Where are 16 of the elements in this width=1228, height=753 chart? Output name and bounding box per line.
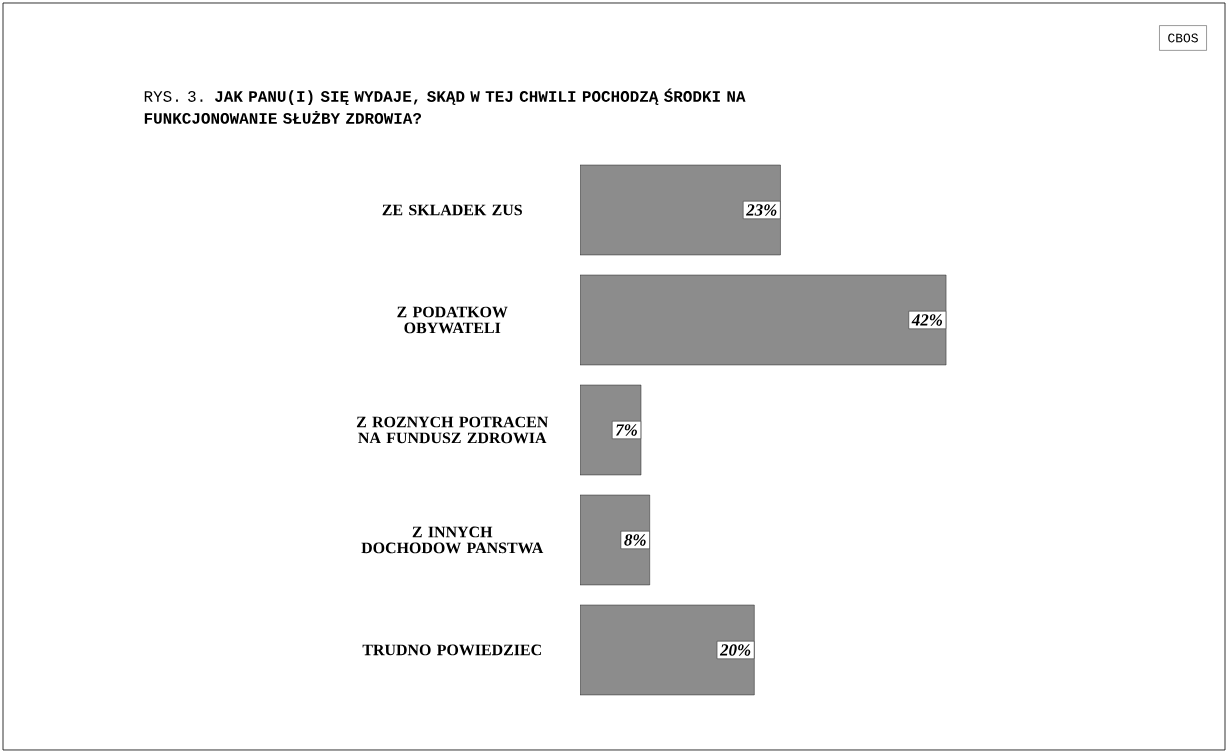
data-label: 42% xyxy=(911,314,943,326)
y-tick-label: TRUDNO POWIEDZIEC xyxy=(362,644,541,656)
bar xyxy=(580,604,755,696)
y-tick-label: Z ROZNYCH POTRACEN NA FUNDUSZ ZDROWIA xyxy=(356,416,549,444)
bar xyxy=(580,494,650,586)
text: RYS. 3. JAK PANU(I) SIĘ WYDAJE, SKĄD W TEJ CHWILI POCHODZĄ ŚRODKI NA FUNKCJONOWANIE SŁUŻBY ZDROWIA? xyxy=(144,88,746,124)
data-label: 7% xyxy=(615,424,637,436)
data-label: 8% xyxy=(624,534,646,546)
bar xyxy=(580,274,947,366)
y-tick-label: Z INNYCH DOCHODOW PANSTWA xyxy=(361,526,544,554)
y-tick-label: Z PODATKOW OBYWATELI xyxy=(397,306,508,334)
data-label: 23% xyxy=(746,204,777,216)
text: CBOS xyxy=(1168,33,1198,43)
bar xyxy=(580,164,781,256)
data-label: 20% xyxy=(719,644,751,656)
y-tick-label: ZE SKLADEK ZUS xyxy=(382,204,522,216)
